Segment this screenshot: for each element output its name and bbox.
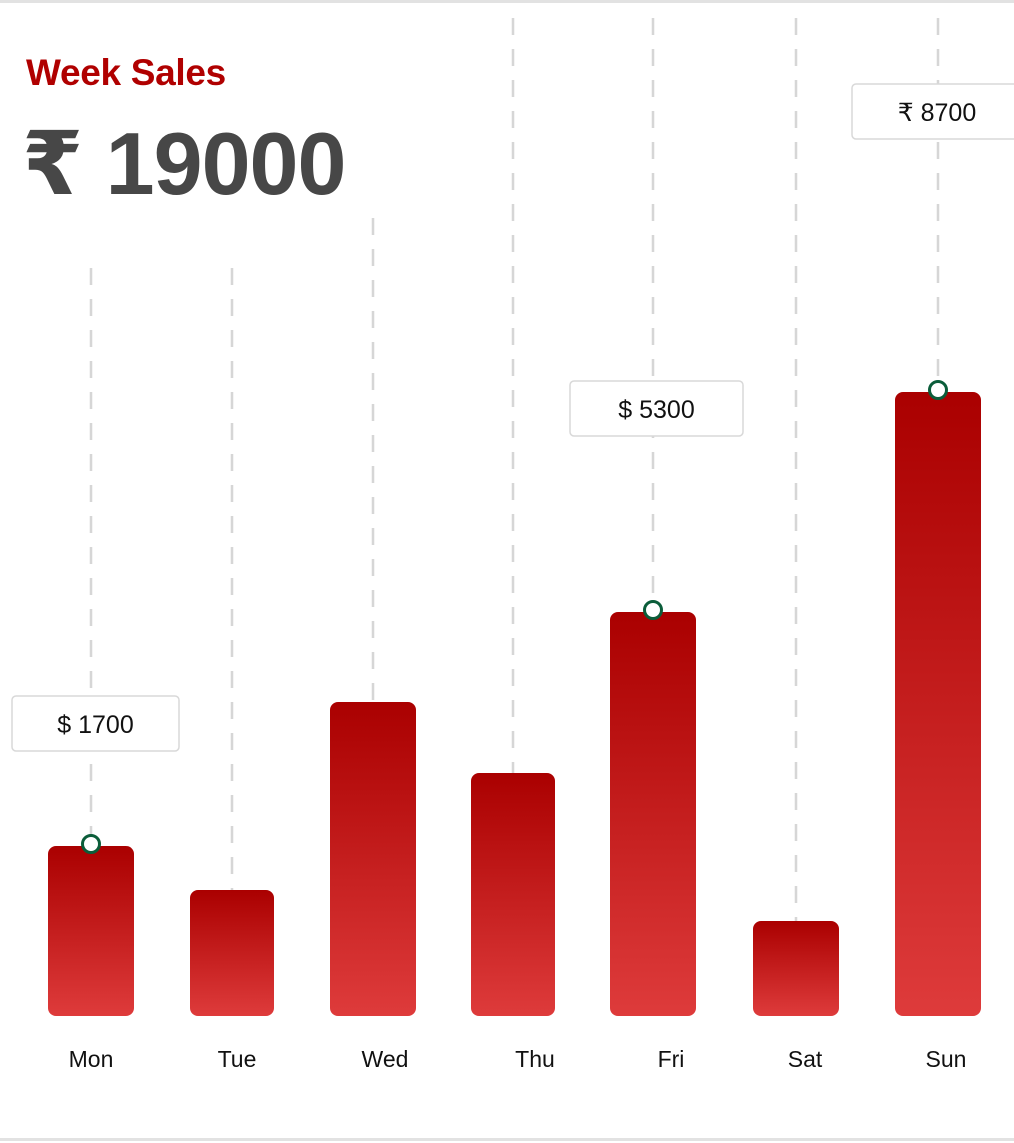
tooltip-label: $ 5300 — [618, 396, 694, 424]
total-sales-value: ₹ 19000 — [22, 114, 346, 213]
x-label-mon: Mon — [69, 1046, 114, 1072]
tooltip-label: $ 1700 — [57, 711, 133, 739]
gridlines — [89, 18, 940, 921]
bar-wed[interactable] — [330, 702, 416, 1016]
bar-sun[interactable] — [895, 392, 981, 1016]
x-label-sat: Sat — [788, 1046, 823, 1072]
tooltip-box — [11, 695, 180, 752]
tooltip-mon: $ 1700 — [11, 695, 180, 854]
x-label-tue: Tue — [218, 1046, 257, 1072]
x-label-sun: Sun — [926, 1046, 967, 1072]
bar-thu[interactable] — [471, 773, 555, 1016]
bar-tue[interactable] — [190, 890, 274, 1016]
x-label-fri: Fri — [658, 1046, 685, 1072]
point-marker[interactable] — [643, 600, 663, 620]
x-label-thu: Thu — [515, 1046, 555, 1072]
tooltip-box — [851, 83, 1014, 140]
x-label-wed: Wed — [362, 1046, 409, 1072]
bar-sat[interactable] — [753, 921, 839, 1016]
top-border — [0, 0, 1014, 3]
bar-fri[interactable] — [610, 612, 696, 1016]
x-axis-labels: Mon Tue Wed Thu Fri Sat Sun — [69, 1046, 967, 1072]
tooltip-fri: $ 5300 — [569, 380, 744, 620]
tooltip-sun: ₹ 8700 — [851, 83, 1014, 400]
tooltips: $ 1700 $ 5300 ₹ 8700 — [11, 83, 1014, 854]
bars — [48, 392, 981, 1016]
bar-mon[interactable] — [48, 846, 134, 1016]
bottom-border — [0, 1138, 1014, 1141]
chart-title: Week Sales — [26, 52, 226, 93]
point-marker[interactable] — [928, 380, 948, 400]
tooltip-label: ₹ 8700 — [898, 99, 976, 127]
point-marker[interactable] — [81, 834, 101, 854]
tooltip-box — [569, 380, 744, 437]
